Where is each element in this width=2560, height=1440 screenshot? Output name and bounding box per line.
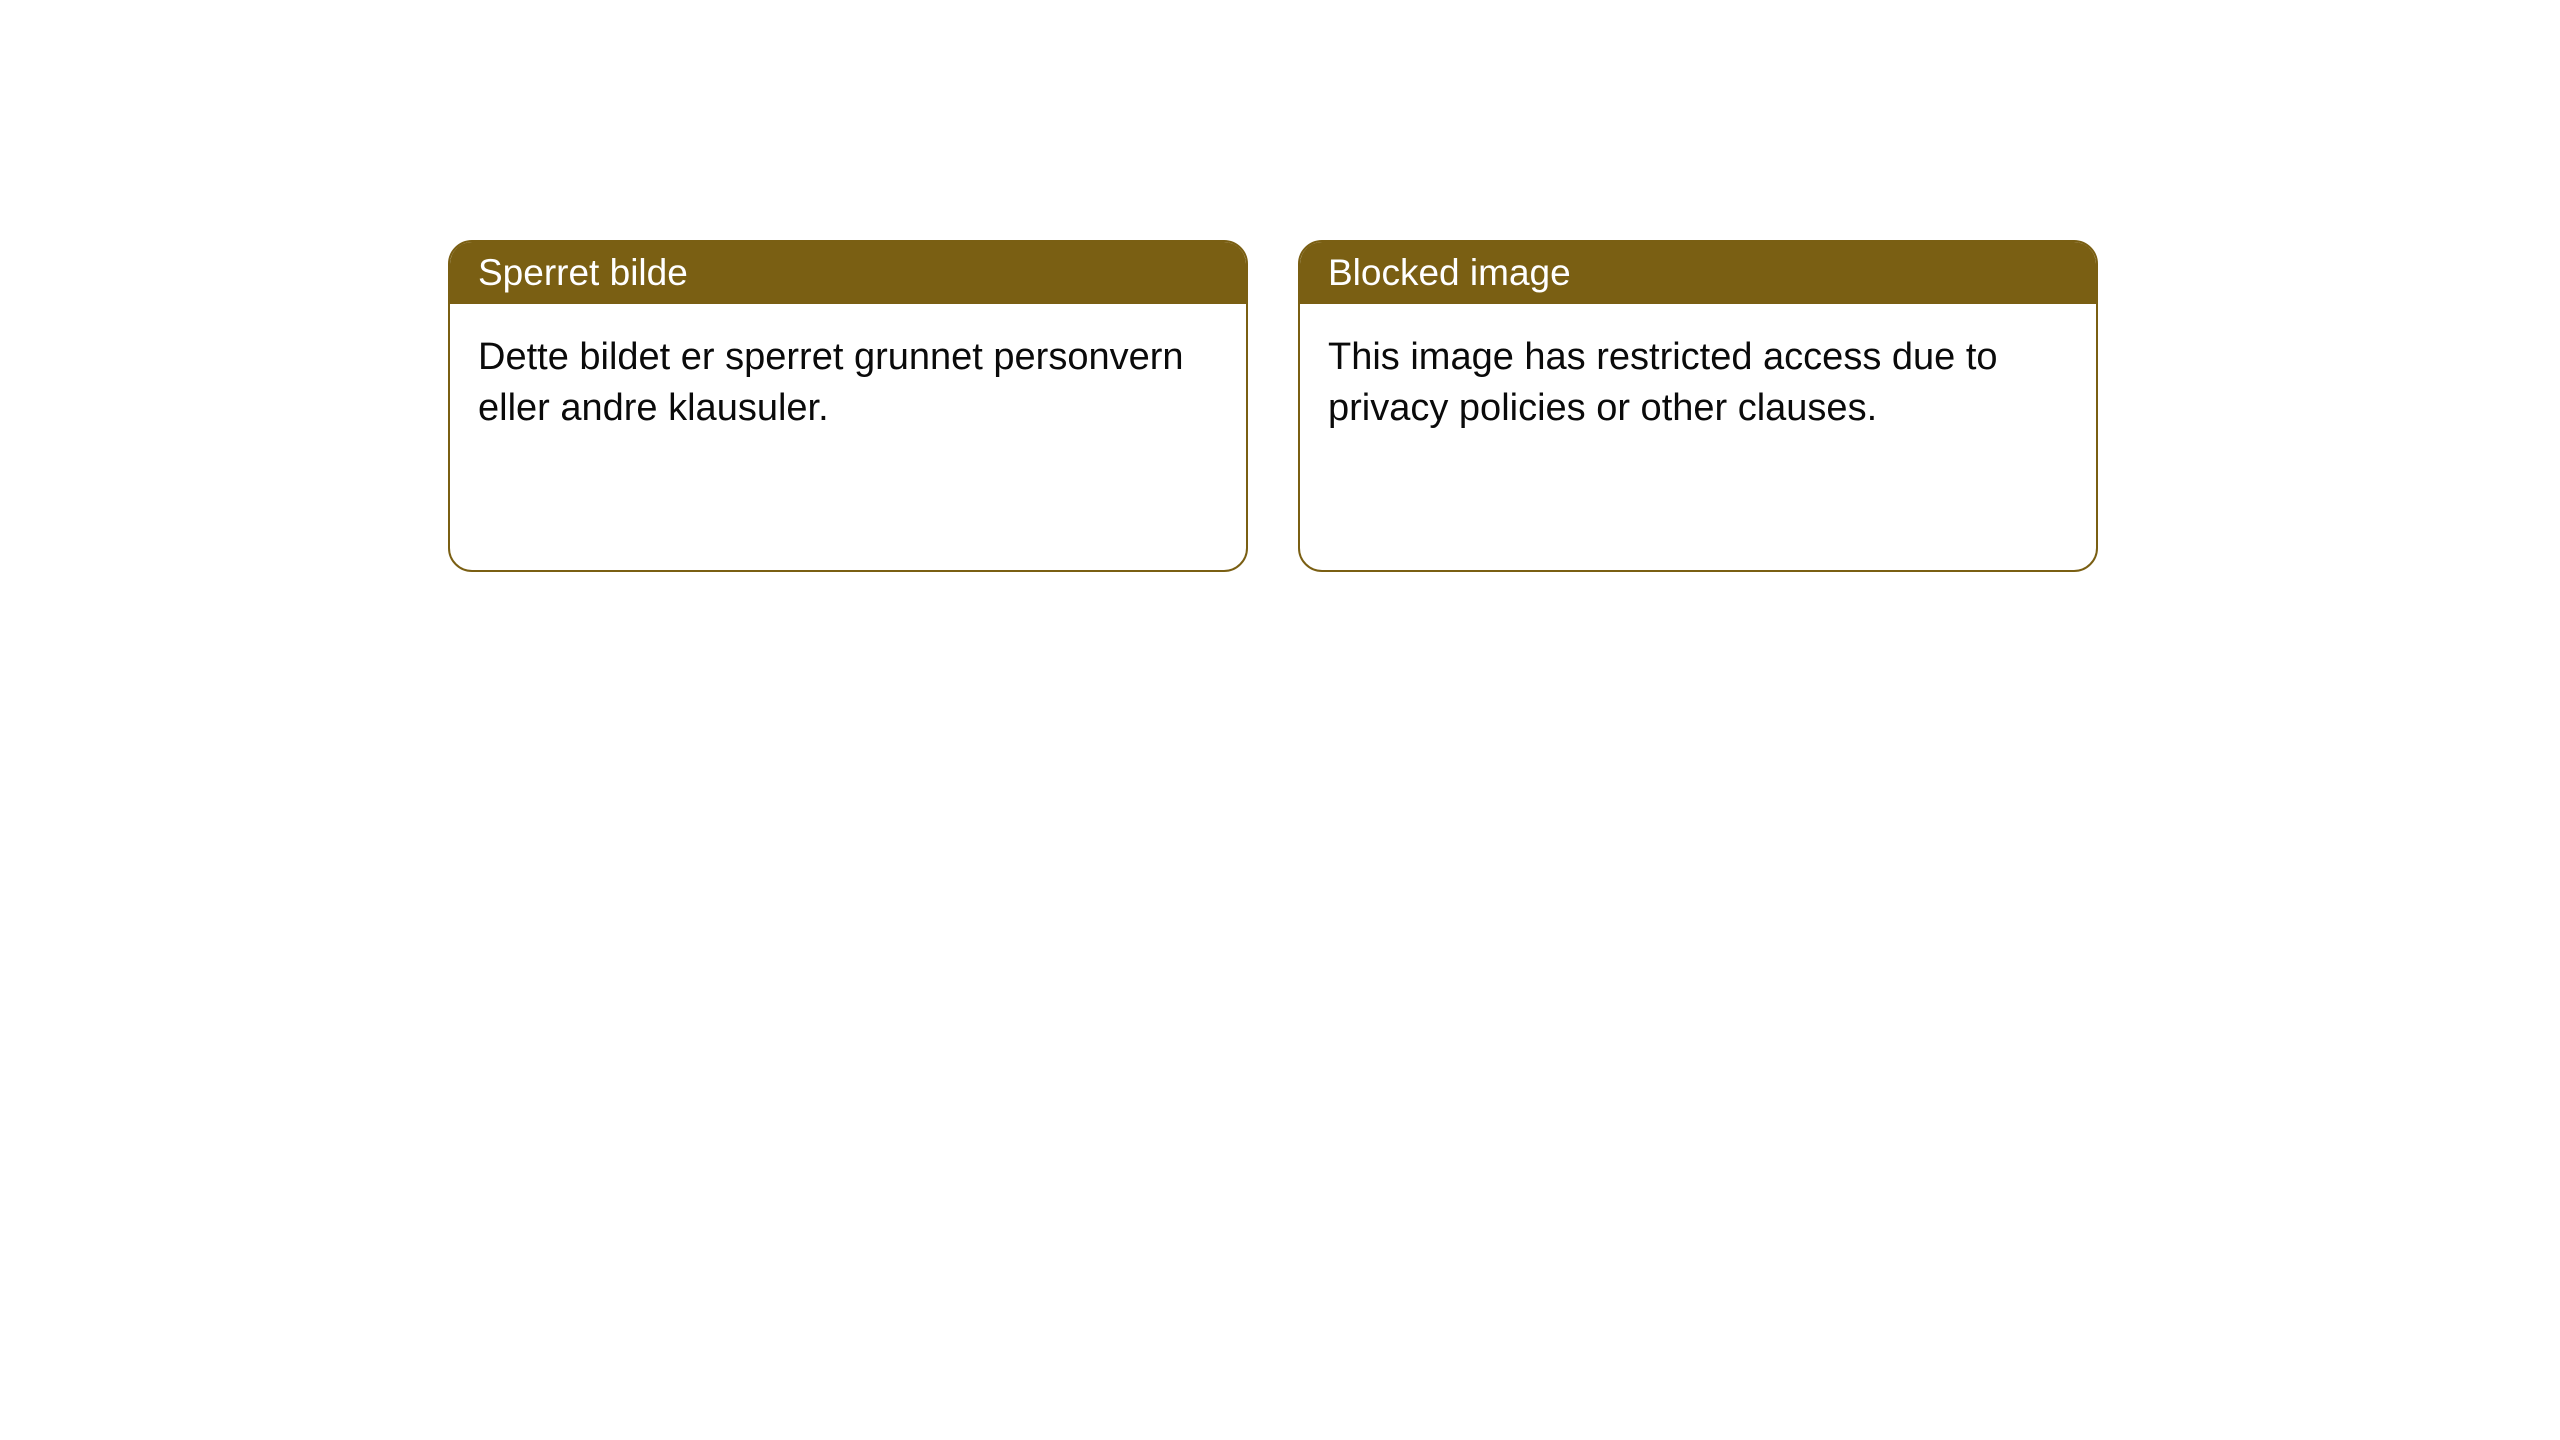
card-body-en: This image has restricted access due to … bbox=[1300, 304, 2096, 463]
card-body-no: Dette bildet er sperret grunnet personve… bbox=[450, 304, 1246, 463]
blocked-image-card-no: Sperret bilde Dette bildet er sperret gr… bbox=[448, 240, 1248, 572]
notice-container: Sperret bilde Dette bildet er sperret gr… bbox=[0, 0, 2560, 572]
blocked-image-card-en: Blocked image This image has restricted … bbox=[1298, 240, 2098, 572]
card-header-no: Sperret bilde bbox=[450, 242, 1246, 304]
card-header-en: Blocked image bbox=[1300, 242, 2096, 304]
